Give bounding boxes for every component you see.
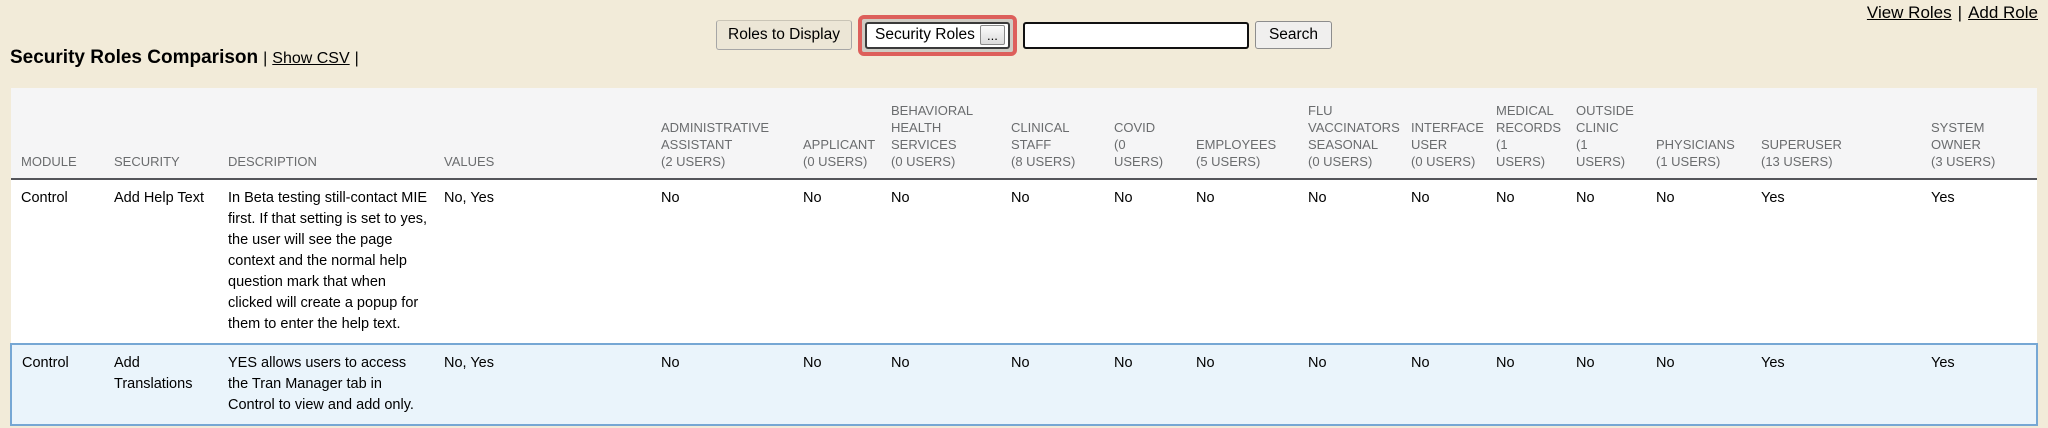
roles-to-display-button[interactable]: Roles to Display (716, 20, 852, 50)
cell-role-value: No (1001, 343, 1104, 426)
cell-role-value: No (1186, 343, 1298, 426)
cell-role-value: Yes (1751, 343, 1921, 426)
table-row-selected[interactable]: Control Add Translations YES allows user… (10, 343, 2038, 426)
cell-role-value: No (881, 179, 1001, 344)
cell-role-value: No (1401, 343, 1486, 426)
col-header-role-administrative-assistant: ADMINISTRATIVE ASSISTANT (2 USERS) (651, 88, 793, 180)
cell-role-value: Yes (1921, 179, 2037, 344)
heading-separator: | (263, 50, 268, 67)
cell-module: Control (10, 343, 104, 426)
roles-select-value: Security Roles (875, 26, 975, 43)
page-title: Security Roles Comparison (10, 47, 259, 68)
cell-description: YES allows users to access the Tran Mana… (218, 343, 434, 426)
roles-select[interactable]: Security Roles ... (865, 21, 1010, 49)
cell-role-value: No (881, 343, 1001, 426)
show-csv-link[interactable]: Show CSV (272, 50, 350, 67)
cell-role-value: No (793, 179, 881, 344)
top-links: View Roles | Add Role (1867, 3, 2038, 23)
col-header-role-flu-vaccinators-seasonal: FLU VACCINATORS SEASONAL (0 USERS) (1298, 88, 1401, 180)
links-separator: | (1957, 3, 1963, 22)
cell-role-value: No (651, 179, 793, 344)
add-role-link[interactable]: Add Role (1968, 3, 2038, 22)
col-header-description: DESCRIPTION (218, 88, 434, 180)
col-header-role-behavioral-health-services: BEHAVIORAL HEALTH SERVICES (0 USERS) (881, 88, 1001, 180)
col-header-role-medical-records: MEDICAL RECORDS (1 USERS) (1486, 88, 1566, 180)
search-button[interactable]: Search (1254, 21, 1333, 49)
security-roles-comparison-table: MODULE SECURITY DESCRIPTION VALUES ADMIN… (10, 88, 2038, 426)
cell-role-value: No (1001, 179, 1104, 344)
cell-role-value: No (1486, 343, 1566, 426)
cell-role-value: No (1486, 179, 1566, 344)
page-heading: Security Roles Comparison | Show CSV | (10, 47, 364, 69)
cell-security: Add Translations (104, 343, 218, 426)
cell-role-value: No (793, 343, 881, 426)
col-header-role-covid: COVID (0 USERS) (1104, 88, 1186, 180)
toolbar: Roles to Display Security Roles ... Sear… (716, 14, 1333, 56)
col-header-role-applicant: APPLICANT (0 USERS) (793, 88, 881, 180)
cell-description: In Beta testing still-contact MIE first.… (218, 179, 434, 344)
cell-role-value: Yes (1921, 343, 2038, 426)
col-header-security: SECURITY (104, 88, 218, 180)
col-header-role-interface-user: INTERFACE USER (0 USERS) (1401, 88, 1486, 180)
col-header-role-employees: EMPLOYEES (5 USERS) (1186, 88, 1298, 180)
col-header-role-physicians: PHYSICIANS (1 USERS) (1646, 88, 1751, 180)
roles-browse-button[interactable]: ... (979, 25, 1005, 45)
cell-security: Add Help Text (104, 179, 218, 344)
table-header-row: MODULE SECURITY DESCRIPTION VALUES ADMIN… (11, 88, 2037, 180)
cell-role-value: No (1401, 179, 1486, 344)
col-header-values: VALUES (434, 88, 651, 180)
cell-role-value: No (1646, 343, 1751, 426)
col-header-role-superuser: SUPERUSER (13 USERS) (1751, 88, 1921, 180)
cell-role-value: No (1104, 179, 1186, 344)
roles-select-highlight: Security Roles ... (858, 14, 1017, 56)
cell-role-value: No (1186, 179, 1298, 344)
cell-role-value: No (1298, 343, 1401, 426)
cell-role-value: Yes (1751, 179, 1921, 344)
cell-role-value: No (1104, 343, 1186, 426)
cell-role-value: No (651, 343, 793, 426)
col-header-role-system-owner: SYSTEM OWNER (3 USERS) (1921, 88, 2037, 180)
heading-separator: | (354, 50, 359, 67)
cell-role-value: No (1646, 179, 1751, 344)
cell-role-value: No (1566, 179, 1646, 344)
col-header-module: MODULE (11, 88, 104, 180)
cell-values: No, Yes (434, 343, 651, 426)
cell-values: No, Yes (434, 179, 651, 344)
search-input[interactable] (1022, 21, 1249, 49)
col-header-role-clinical-staff: CLINICAL STAFF (8 USERS) (1001, 88, 1104, 180)
col-header-role-outside-clinic: OUTSIDE CLINIC (1 USERS) (1566, 88, 1646, 180)
cell-role-value: No (1566, 343, 1646, 426)
table-row[interactable]: Control Add Help Text In Beta testing st… (11, 179, 2037, 344)
cell-module: Control (11, 179, 104, 344)
view-roles-link[interactable]: View Roles (1866, 3, 1952, 22)
cell-role-value: No (1298, 179, 1401, 344)
